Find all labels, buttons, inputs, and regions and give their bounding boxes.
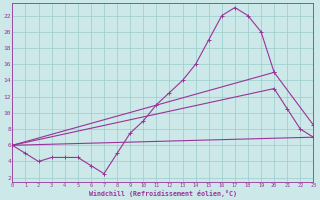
X-axis label: Windchill (Refroidissement éolien,°C): Windchill (Refroidissement éolien,°C)	[89, 190, 237, 197]
